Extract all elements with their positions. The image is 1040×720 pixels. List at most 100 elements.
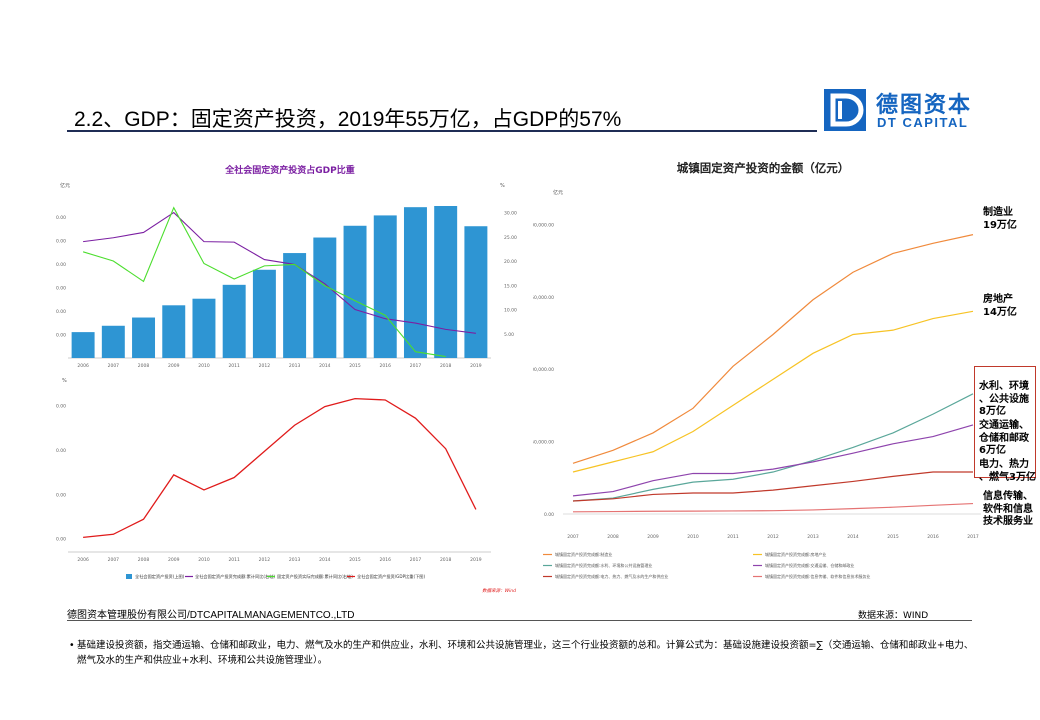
x-tick-label: 2017 — [410, 557, 422, 563]
y-tick-label: 80.00 — [56, 404, 66, 410]
x-tick-label: 2011 — [228, 363, 240, 369]
bar — [464, 226, 488, 358]
label-realestate: 房地产 14万亿 — [983, 294, 1017, 318]
x-tick-label: 2007 — [108, 557, 120, 563]
bar — [222, 284, 246, 358]
bullet-icon: • — [69, 640, 75, 651]
y2-axis-unit: % — [500, 183, 505, 189]
label-transport: 交通运输、 仓储和邮政 6万亿 — [979, 420, 1029, 456]
y-tick-label: 600,000.00 — [56, 215, 66, 221]
logo-d-mark — [824, 89, 866, 131]
x-tick-label: 2011 — [727, 534, 739, 540]
annotation-highlight-box — [974, 366, 1036, 478]
x-tick-label: 2015 — [349, 363, 361, 369]
label-power: 电力、热力 、燃气3万亿 — [979, 459, 1036, 483]
series-line-power — [572, 471, 973, 502]
x-tick-label: 2008 — [607, 534, 619, 540]
y-tick-label: 50,000.00 — [533, 440, 554, 446]
legend-label: 城镇固定资产投资完成额:信息传输、软件和信息技术服务业 — [765, 573, 870, 579]
slide-title: 2.2、GDP：固定资产投资，2019年55万亿，占GDP的57% — [74, 108, 622, 131]
x-tick-label: 2008 — [138, 363, 150, 369]
footer-divider — [67, 620, 972, 621]
title-divider — [67, 130, 817, 132]
series-line-real-yoy — [82, 206, 446, 358]
bar — [283, 253, 307, 358]
series-line-transport — [572, 424, 974, 497]
x-tick-label: 2014 — [319, 557, 331, 563]
bar — [252, 269, 276, 358]
legend-label: 全社会固定资产投资/GDP比重(下图) — [357, 573, 425, 580]
logo-chinese-name: 德图资本 — [876, 93, 973, 118]
y-tick-label: 70.00 — [56, 448, 66, 454]
legend-label: 全社会固定资产投资完成额:累计同比(右轴) — [195, 573, 275, 580]
bar — [434, 206, 458, 358]
source-note: 数据来源：Wind — [482, 588, 516, 594]
legend-label: 城镇固定资产投资完成额:交通运输、仓储和邮政业 — [765, 562, 854, 568]
chart-title: 全社会固定资产投资占GDP比重 — [224, 164, 354, 176]
y-tick-label: 300,000.00 — [56, 285, 66, 291]
x-tick-label: 2019 — [470, 557, 482, 563]
urban-investment-line-chart: 城镇固定资产投资的金额（亿元） 亿元 0.00 50,000.00 100,000.00… — [533, 161, 981, 579]
y2-tick-label: 10.00 — [504, 308, 517, 314]
x-tick-label: 2006 — [77, 557, 89, 563]
footer-company: 德图资本管理股份有限公司/DTCAPITALMANAGEMENTCO.,LTD — [67, 610, 355, 621]
x-tick-label: 2009 — [168, 557, 180, 563]
bar — [101, 325, 125, 358]
x-tick-label: 2016 — [380, 363, 392, 369]
investment-gdp-ratio-chart: % 50.00 60.00 70.00 80.00 2006 2007 2008 2009 201… — [56, 378, 516, 594]
bar — [162, 305, 186, 358]
y-tick-label: 50.00 — [56, 537, 66, 543]
x-tick-label: 2013 — [289, 557, 301, 563]
x-tick-label: 2015 — [349, 557, 361, 563]
series-line-info — [572, 502, 974, 513]
legend-label: 全社会固定资产投资(上图) — [135, 573, 185, 580]
y2-tick-label: 20.00 — [504, 259, 517, 265]
legend-label: 城镇固定资产投资完成额:水利、环境和公共设施管理业 — [555, 562, 652, 568]
y-tick-label: 200,000.00 — [533, 222, 554, 228]
x-tick-label: 2009 — [647, 534, 659, 540]
x-tick-label: 2011 — [228, 557, 240, 563]
x-tick-label: 2012 — [259, 557, 271, 563]
x-tick-label: 2017 — [410, 363, 422, 369]
bar — [132, 317, 156, 358]
series-line-ratio — [83, 397, 477, 539]
legend-label: 城镇固定资产投资完成额:制造业 — [555, 551, 612, 557]
x-tick-label: 2010 — [198, 363, 210, 369]
x-tick-label: 2012 — [767, 534, 779, 540]
bar — [373, 215, 397, 358]
x-tick-label: 2017 — [967, 534, 979, 540]
x-tick-label: 2013 — [289, 363, 301, 369]
legend-label: 城镇固定资产投资完成额:房地产业 — [765, 551, 826, 557]
x-tick-label: 2014 — [847, 534, 859, 540]
y-axis-unit: 亿元 — [553, 189, 563, 196]
x-tick-label: 2008 — [138, 557, 150, 563]
x-tick-label: 2012 — [259, 363, 271, 369]
y-axis-unit: 亿元 — [60, 182, 70, 189]
x-tick-label: 2014 — [319, 363, 331, 369]
x-tick-label: 2010 — [687, 534, 699, 540]
series-line-realestate — [572, 310, 974, 473]
y-tick-label: 100,000.00 — [56, 332, 66, 338]
bar — [343, 225, 367, 358]
x-tick-label: 2019 — [470, 363, 482, 369]
y2-tick-label: 5.00 — [504, 332, 514, 338]
y2-tick-label: 15.00 — [504, 283, 517, 289]
series-line-manufacturing — [572, 234, 974, 464]
x-tick-label: 2007 — [567, 534, 579, 540]
x-tick-label: 2015 — [887, 534, 899, 540]
footnote-text: 基础建设投资额，指交通运输、仓储和邮政业，电力、燃气及水的生产和供应业，水利、环… — [77, 640, 974, 666]
y-tick-label: 500,000.00 — [56, 238, 66, 244]
y-tick-label: 400,000.00 — [56, 262, 66, 268]
y-tick-label: 60.00 — [56, 492, 66, 498]
x-tick-label: 2009 — [168, 363, 180, 369]
company-logo: 德图资本 DT CAPITAL — [824, 89, 974, 133]
label-info-tech: 信息传输、 软件和信息 技术服务业 — [983, 491, 1033, 527]
x-tick-label: 2018 — [440, 557, 452, 563]
legend-label: 固定资产投资实际完成额:累计同比(右轴) — [277, 573, 353, 580]
bar — [403, 207, 427, 358]
x-tick-label: 2016 — [927, 534, 939, 540]
footnote: • 基础建设投资额，指交通运输、仓储和邮政业，电力、燃气及水的生产和供应业，水利… — [69, 638, 977, 668]
footer-source: 数据来源：WIND — [858, 611, 929, 621]
y-tick-label: 100,000.00 — [533, 367, 554, 373]
